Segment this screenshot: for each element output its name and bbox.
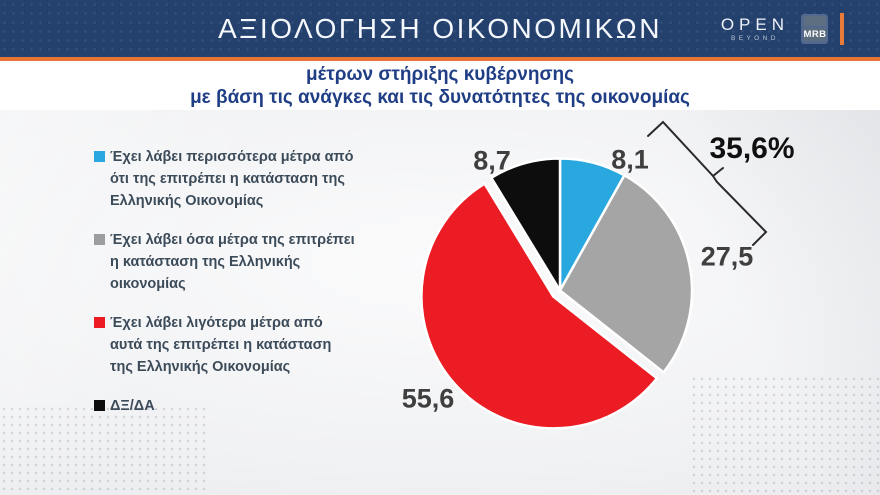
- subtitle-line2: με βάση τις ανάγκες και τις δυνατότητες …: [190, 86, 690, 108]
- legend-swatch-red: [94, 317, 105, 328]
- subtitle: μέτρων στήριξης κυβέρνησης με βάση τις α…: [0, 61, 880, 110]
- chart-panel: Έχει λάβει περισσότερα μέτρα από ότι της…: [0, 110, 880, 495]
- legend-label-line: αυτά της επιτρέπει η κατάσταση: [110, 337, 332, 353]
- legend-label-line: ότι της επιτρέπει η κατάσταση της: [110, 171, 345, 187]
- open-logo-subtext: BEYOND: [730, 35, 779, 43]
- legend-item-more-measures: Έχει λάβει περισσότερα μέτρα από ότι της…: [94, 146, 370, 212]
- legend-label-line: Έχει λάβει όσα μέτρα της επιτρέπει: [110, 232, 355, 248]
- legend-label-line: ΔΞ/ΔΑ: [110, 398, 155, 414]
- legend-swatch-black: [94, 400, 105, 411]
- pie-value-red: 55,6: [401, 383, 455, 414]
- legend-item-dont-know: ΔΞ/ΔΑ: [94, 395, 370, 417]
- pie-value-black: 8,7: [473, 145, 511, 176]
- open-logo-text: OPEN: [720, 15, 789, 35]
- pie-slice-1: [558, 173, 694, 375]
- subtitle-line1: μέτρων στήριξης κυβέρνησης: [306, 64, 574, 85]
- legend-label-line: της Ελληνικής Οικονομίας: [110, 359, 291, 375]
- legend-item-fewer-measures: Έχει λάβει λιγότερα μέτρα από αυτά της ε…: [94, 312, 370, 378]
- legend-label-line: Ελληνικής Οικονομίας: [110, 193, 264, 209]
- legend-label-line: Έχει λάβει περισσότερα μέτρα από: [110, 149, 354, 165]
- header-logos: OPEN BEYOND MRB: [721, 0, 844, 57]
- combined-total-label: 35,6%: [709, 132, 795, 165]
- pie-value-gray: 27,5: [700, 241, 754, 272]
- orange-separator-tick: [840, 12, 844, 45]
- legend: Έχει λάβει περισσότερα μέτρα από ότι της…: [94, 146, 370, 434]
- pie-slice-2: [420, 181, 659, 430]
- mrb-logo-emblem: [803, 16, 826, 26]
- legend-label-line: Έχει λάβει λιγότερα μέτρα από: [110, 315, 323, 331]
- legend-label-line: οικονομίας: [110, 276, 186, 292]
- mrb-logo: MRB: [801, 13, 828, 44]
- page-title: ΑΞΙΟΛΟΓΗΣΗ ΟΙΚΟΝΟΜΙΚΩΝ: [218, 12, 662, 44]
- legend-swatch-blue: [94, 151, 105, 162]
- combined-bracket: [647, 120, 768, 246]
- legend-swatch-gray: [94, 234, 105, 245]
- legend-item-as-many-measures: Έχει λάβει όσα μέτρα της επιτρέπει η κατ…: [94, 229, 370, 295]
- orange-divider: [0, 57, 880, 61]
- mrb-logo-text: MRB: [803, 28, 827, 41]
- pie-slice-3: [489, 157, 562, 295]
- legend-label-line: η κατάσταση της Ελληνικής: [110, 254, 301, 270]
- open-channel-logo: OPEN BEYOND: [721, 16, 789, 43]
- pie-value-blue: 8,1: [611, 144, 649, 175]
